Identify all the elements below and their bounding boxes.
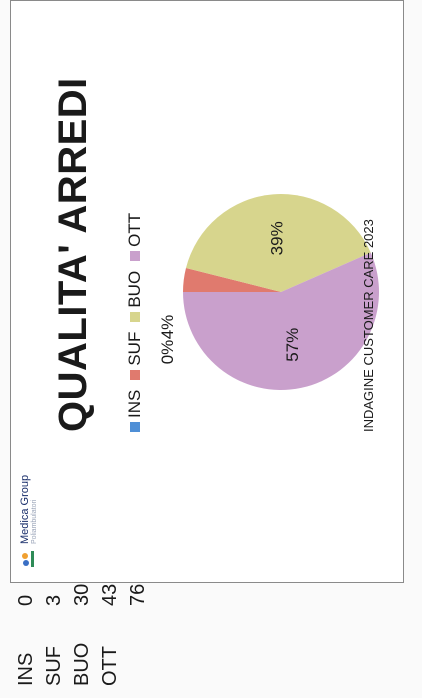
table-row: OTT 43 bbox=[96, 566, 124, 686]
table-cell-category: OTT bbox=[98, 646, 121, 686]
table-row: BUO 30 bbox=[68, 566, 96, 686]
pie-label-suf: 4% bbox=[158, 315, 177, 340]
data-table: INS 0 SUF 3 BUO 30 OTT 43 76 bbox=[12, 566, 152, 686]
legend-swatch-suf bbox=[130, 369, 140, 380]
logo-subtitle: Poliambulatori bbox=[31, 499, 38, 544]
legend-item-ott: OTT bbox=[125, 213, 145, 261]
legend-label-buo: BUO bbox=[125, 270, 144, 308]
legend-swatch-ott bbox=[130, 250, 140, 261]
legend-swatch-ins bbox=[130, 422, 140, 432]
legend-label-ott: OTT bbox=[125, 212, 144, 247]
logo-name: Medica Group bbox=[19, 474, 31, 544]
legend-label-suf: SUF bbox=[125, 331, 144, 366]
table-cell-value: 76 bbox=[126, 583, 149, 606]
table-row: INS 0 bbox=[12, 566, 40, 686]
table-cell-value: 43 bbox=[98, 583, 121, 606]
table-row: SUF 3 bbox=[40, 566, 68, 686]
pie-slice-ott bbox=[183, 252, 379, 390]
footer-caption: INDAGINE CUSTOMER CARE 2023 bbox=[361, 219, 376, 432]
logo: Medica Group Poliambulatori bbox=[19, 475, 39, 570]
table-cell-category: SUF bbox=[42, 646, 65, 686]
pie-label-ott: 57% bbox=[283, 328, 302, 362]
legend-item-suf: SUF bbox=[125, 332, 145, 380]
pie-label-ins: 0% bbox=[158, 340, 177, 365]
table-row: 76 bbox=[124, 566, 152, 686]
pie-slice-suf bbox=[183, 267, 281, 292]
table-cell-value: 30 bbox=[70, 583, 93, 606]
legend-item-buo: BUO bbox=[125, 271, 145, 322]
table-cell-value: 3 bbox=[42, 594, 65, 606]
pie-label-buo: 39% bbox=[268, 221, 287, 255]
legend-item-ins: INS bbox=[125, 390, 145, 432]
table-cell-category: BUO bbox=[70, 642, 93, 686]
medica-group-logo-icon bbox=[22, 551, 34, 567]
table-cell-category: INS bbox=[14, 652, 37, 686]
report-sheet: Medica Group Poliambulatori QUALITA' ARR… bbox=[10, 0, 404, 583]
pie-slice-buo bbox=[185, 193, 371, 292]
chart-title: QUALITA' ARREDI bbox=[51, 77, 95, 432]
legend-label-ins: INS bbox=[125, 389, 144, 418]
chart-legend: INS SUF BUO OTT bbox=[125, 213, 145, 432]
legend-swatch-buo bbox=[130, 311, 140, 322]
pie-chart: 0%4% 39% 57% bbox=[158, 193, 379, 390]
table-cell-value: 0 bbox=[14, 594, 37, 606]
